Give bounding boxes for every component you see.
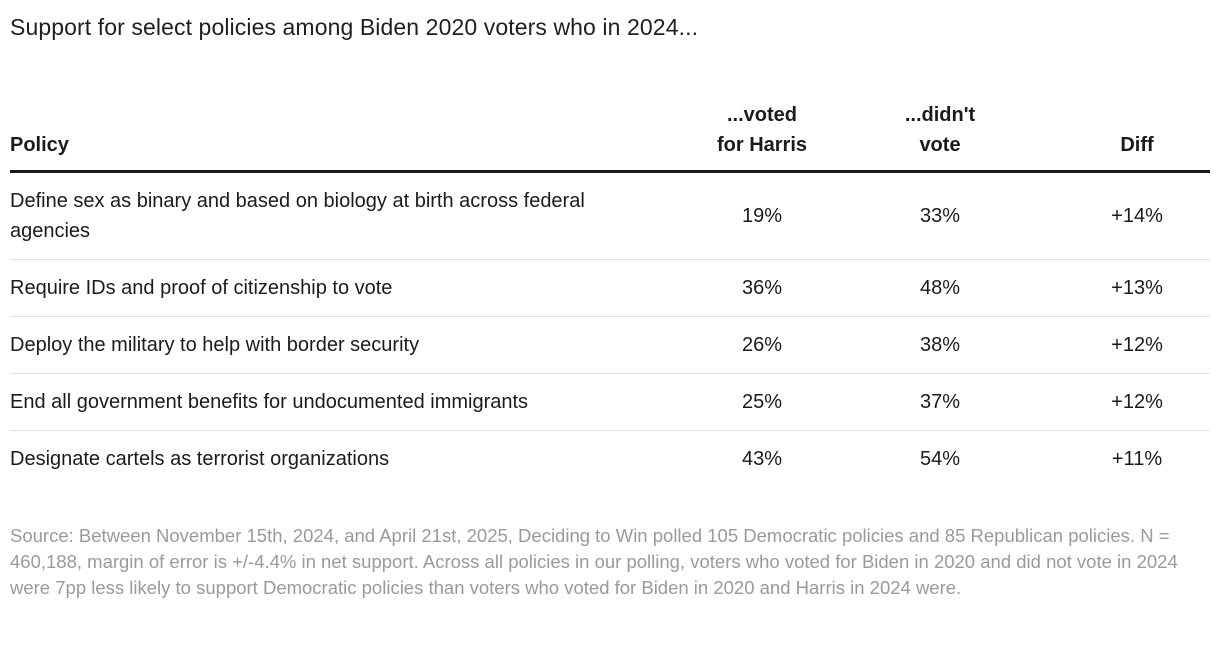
table-header-row: Policy ...voted for Harris ...didn't vot… bbox=[10, 100, 1210, 173]
source-note: Source: Between November 15th, 2024, and… bbox=[10, 525, 1178, 598]
table-row: Require IDs and proof of citizenship to … bbox=[10, 259, 1210, 317]
didnt-vote-value: 54% bbox=[919, 448, 961, 470]
column-header-policy: Policy bbox=[10, 100, 708, 173]
policy-cell: Deploy the military to help with border … bbox=[10, 316, 708, 374]
voted-for-harris-value: 43% bbox=[741, 448, 783, 470]
policy-text: Deploy the military to help with border … bbox=[10, 334, 420, 356]
policy-cell: Require IDs and proof of citizenship to … bbox=[10, 259, 708, 317]
column-header-diff: Diff bbox=[1064, 100, 1210, 173]
table-row: Define sex as binary and based on biolog… bbox=[10, 171, 1210, 260]
policy-cell: End all government benefits for undocume… bbox=[10, 373, 708, 431]
diff-value: +11% bbox=[1111, 448, 1163, 470]
didnt-vote-value: 38% bbox=[816, 316, 1064, 374]
voted-for-harris-value: 19% bbox=[708, 171, 816, 260]
diff-value: +14% bbox=[1064, 171, 1210, 260]
table-header: Policy ...voted for Harris ...didn't vot… bbox=[10, 100, 1210, 173]
column-header-voted-for-harris-line2: for Harris bbox=[716, 134, 808, 156]
column-header-didnt-vote-line2: vote bbox=[919, 134, 961, 156]
diff-value: +12% bbox=[1064, 316, 1210, 374]
voted-for-harris-value: 25% bbox=[708, 373, 816, 431]
policy-text: Designate cartels as terrorist organizat… bbox=[10, 448, 390, 470]
diff-value: +12% bbox=[1064, 373, 1210, 431]
policy-text: End all government benefits for undocume… bbox=[10, 391, 529, 413]
policy-cell: Designate cartels as terrorist organizat… bbox=[10, 431, 708, 488]
voted-for-harris-value: 36% bbox=[708, 259, 816, 317]
page-title: Support for select policies among Biden … bbox=[10, 14, 699, 40]
voted-for-harris-value: 26% bbox=[708, 316, 816, 374]
column-header-voted-for-harris: ...voted for Harris bbox=[708, 100, 816, 173]
didnt-vote-value: 33% bbox=[816, 171, 1064, 260]
policy-cell: Define sex as binary and based on biolog… bbox=[10, 171, 708, 260]
didnt-vote-value: 37% bbox=[816, 373, 1064, 431]
table-body: Define sex as binary and based on biolog… bbox=[10, 171, 1210, 488]
didnt-vote-value: 48% bbox=[816, 259, 1064, 317]
column-header-didnt-vote-line1: ...didn't bbox=[904, 104, 976, 126]
table-row: Designate cartels as terrorist organizat… bbox=[10, 431, 1210, 488]
column-header-voted-for-harris-line1: ...voted bbox=[726, 104, 797, 126]
table-row: Deploy the military to help with border … bbox=[10, 316, 1210, 374]
table-row: End all government benefits for undocume… bbox=[10, 373, 1210, 431]
policy-text: Require IDs and proof of citizenship to … bbox=[10, 277, 393, 299]
policy-text: Define sex as binary and based on biolog… bbox=[10, 190, 585, 242]
diff-value: +13% bbox=[1064, 259, 1210, 317]
column-header-didnt-vote: ...didn't vote bbox=[816, 100, 1064, 173]
policy-table: Policy ...voted for Harris ...didn't vot… bbox=[10, 100, 1210, 487]
